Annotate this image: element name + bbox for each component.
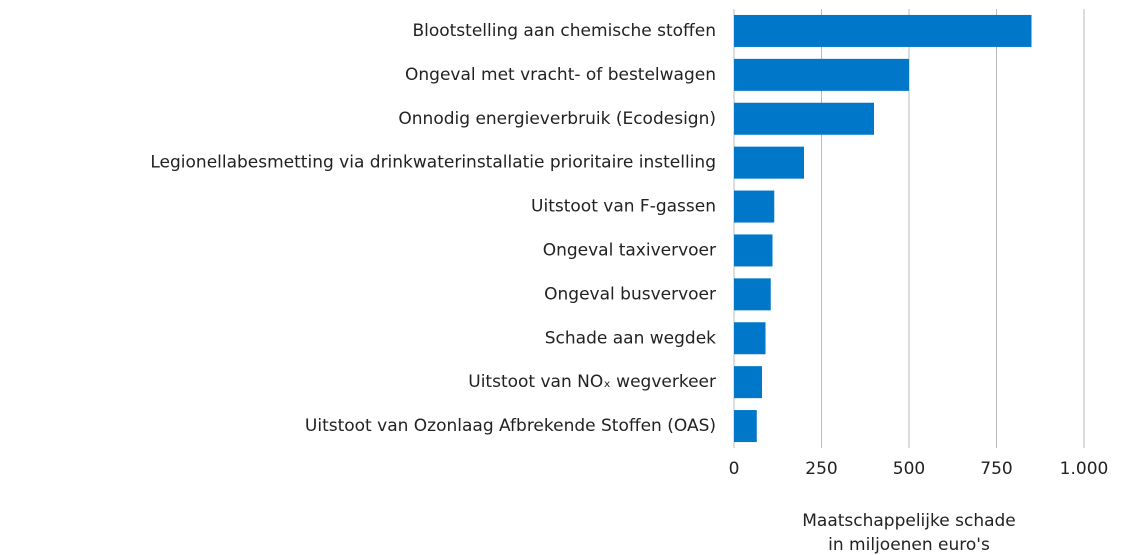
y-tick-label: Schade aan wegdek xyxy=(545,328,716,348)
y-tick-label: Legionellabesmetting via drinkwaterinsta… xyxy=(150,153,716,173)
bar xyxy=(734,234,773,267)
bar xyxy=(734,410,757,443)
x-tick-label: 1.000 xyxy=(1060,459,1109,479)
bar xyxy=(734,14,1032,47)
bar xyxy=(734,322,766,355)
y-tick-label: Ongeval taxivervoer xyxy=(543,240,716,260)
y-tick-label: Uitstoot van Ozonlaag Afbrekende Stoffen… xyxy=(305,416,716,436)
bar xyxy=(734,366,762,399)
x-tick-label: 250 xyxy=(805,459,837,479)
x-tick-label: 500 xyxy=(893,459,925,479)
bar xyxy=(734,58,909,91)
bar xyxy=(734,102,874,135)
bar xyxy=(734,146,804,179)
x-tick-label: 750 xyxy=(980,459,1012,479)
y-tick-label: Uitstoot van NOₓ wegverkeer xyxy=(468,372,716,392)
x-tick-label: 0 xyxy=(729,459,740,479)
y-tick-label: Onnodig energieverbruik (Ecodesign) xyxy=(398,109,716,129)
y-tick-label: Uitstoot van F-gassen xyxy=(531,197,716,217)
bar xyxy=(734,278,771,311)
bar xyxy=(734,190,775,223)
y-tick-label: Blootstelling aan chemische stoffen xyxy=(412,21,716,41)
x-axis-label: in miljoenen euro's xyxy=(828,535,990,555)
y-tick-label: Ongeval met vracht- of bestelwagen xyxy=(405,65,716,85)
x-axis-label: Maatschappelijke schade xyxy=(802,511,1016,531)
y-tick-label: Ongeval busvervoer xyxy=(544,284,716,304)
